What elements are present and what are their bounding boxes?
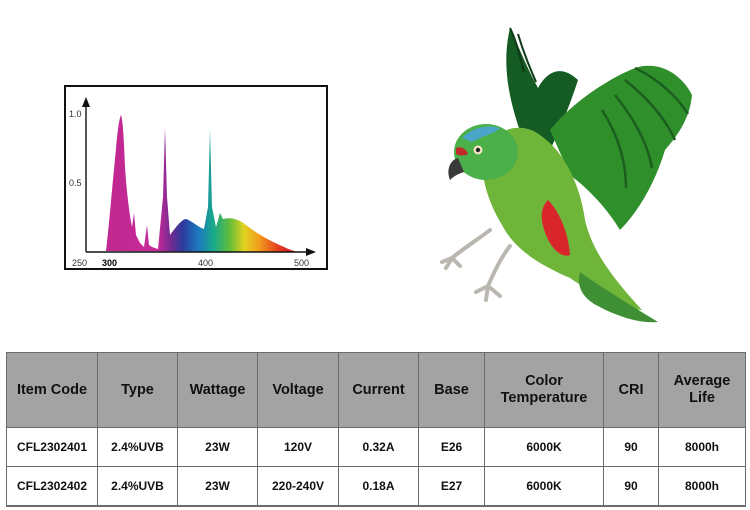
- cell-current: 0.32A: [338, 427, 419, 467]
- cell-voltage: 220-240V: [257, 466, 339, 507]
- cell-item-code: CFL2302401: [6, 427, 98, 467]
- spectrum-curve: [106, 115, 298, 252]
- x-tick-label: 500: [294, 258, 309, 268]
- header-type: Type: [97, 352, 178, 428]
- table-row: CFL2302401 2.4%UVB 23W 120V 0.32A E26 60…: [6, 427, 746, 467]
- cell-base: E27: [418, 466, 485, 507]
- specs-header-row: Item Code Type Wattage Voltage Current B…: [6, 352, 746, 428]
- x-tick-label: 300: [102, 258, 117, 268]
- x-axis-arrow: [306, 248, 316, 256]
- parrot-illustration: [420, 10, 710, 330]
- specs-table: Item Code Type Wattage Voltage Current B…: [6, 352, 746, 507]
- y-tick-label: 1.0: [69, 109, 82, 119]
- parrot-icon: [440, 27, 692, 323]
- cell-current: 0.18A: [338, 466, 419, 507]
- cell-color-temperature: 6000K: [484, 427, 604, 467]
- spectrum-chart: 1.00.5 250300400500600700: [64, 85, 328, 270]
- spectrum-graphic: 1.00.5 250300400500600700: [69, 97, 316, 268]
- cell-type: 2.4%UVB: [97, 466, 178, 507]
- cell-wattage: 23W: [177, 427, 258, 467]
- header-current: Current: [338, 352, 419, 428]
- cell-average-life: 8000h: [658, 427, 746, 467]
- cell-cri: 90: [603, 427, 659, 467]
- cell-wattage: 23W: [177, 466, 258, 507]
- header-color-temperature: Color Temperature: [484, 352, 604, 428]
- header-cri: CRI: [603, 352, 659, 428]
- x-tick-label: 250: [72, 258, 87, 268]
- header-average-life: Average Life: [658, 352, 746, 428]
- header-wattage: Wattage: [177, 352, 258, 428]
- x-tick-label: 400: [198, 258, 213, 268]
- table-row: CFL2302402 2.4%UVB 23W 220-240V 0.18A E2…: [6, 466, 746, 507]
- cell-base: E26: [418, 427, 485, 467]
- header-voltage: Voltage: [257, 352, 339, 428]
- cell-color-temperature: 6000K: [484, 466, 604, 507]
- cell-average-life: 8000h: [658, 466, 746, 507]
- header-item-code: Item Code: [6, 352, 98, 428]
- cell-type: 2.4%UVB: [97, 427, 178, 467]
- y-tick-label: 0.5: [69, 178, 82, 188]
- cell-item-code: CFL2302402: [6, 466, 98, 507]
- y-axis-arrow: [82, 97, 90, 107]
- cell-cri: 90: [603, 466, 659, 507]
- header-base: Base: [418, 352, 485, 428]
- cell-voltage: 120V: [257, 427, 339, 467]
